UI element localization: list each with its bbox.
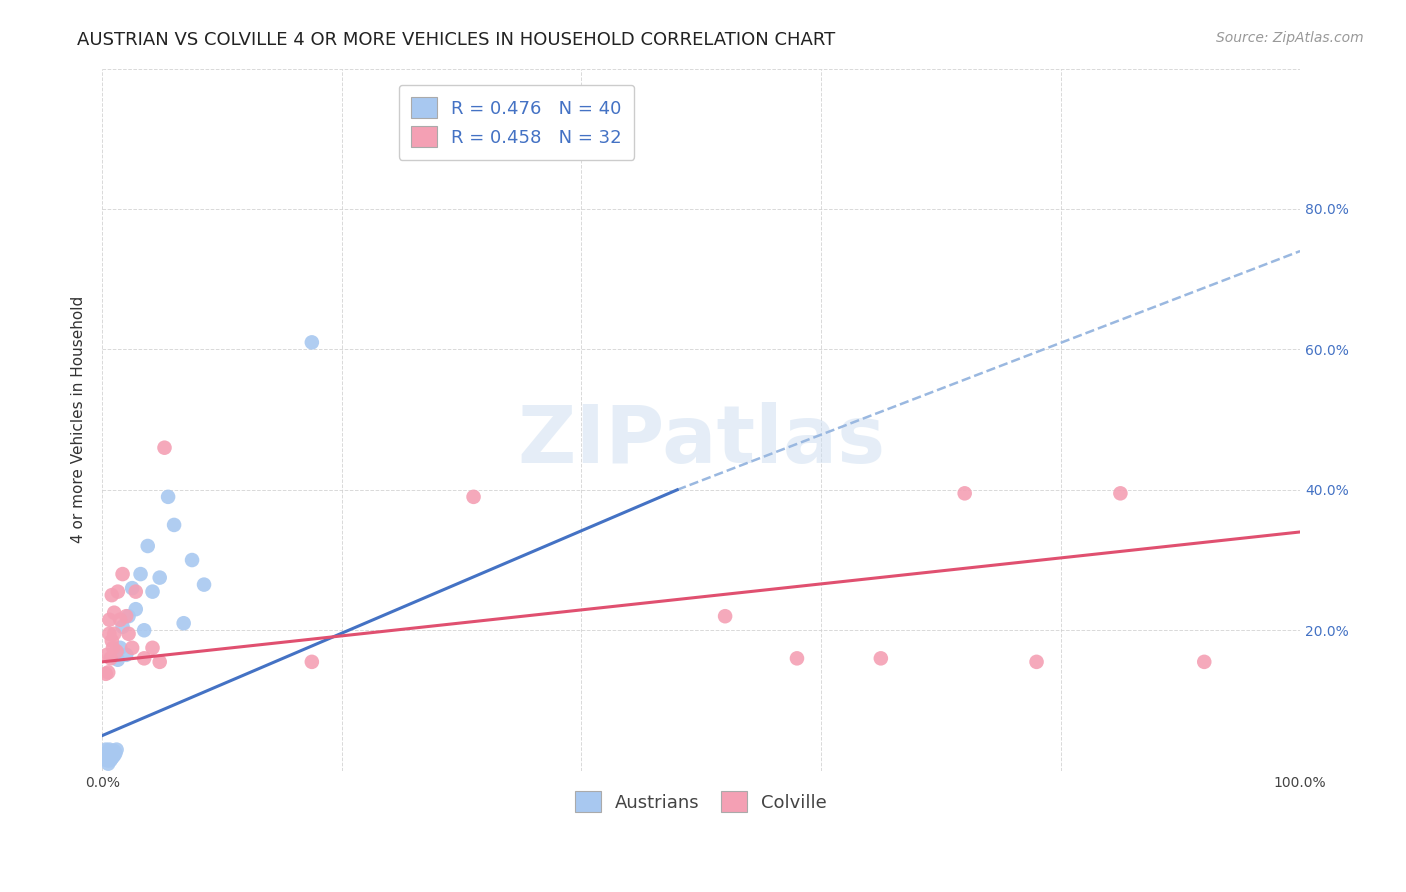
Point — [1194, 655, 1216, 669]
Point — [101, 751, 124, 765]
Point — [149, 655, 172, 669]
Point — [301, 655, 323, 669]
Point — [117, 627, 139, 641]
Point — [149, 571, 172, 585]
Point — [157, 490, 180, 504]
Point — [101, 588, 124, 602]
Text: AUSTRIAN VS COLVILLE 4 OR MORE VEHICLES IN HOUSEHOLD CORRELATION CHART: AUSTRIAN VS COLVILLE 4 OR MORE VEHICLES … — [77, 31, 835, 49]
Point — [786, 651, 808, 665]
Point — [94, 666, 117, 681]
Point — [97, 748, 120, 763]
Text: ZIPatlas: ZIPatlas — [517, 401, 886, 480]
Point — [108, 613, 131, 627]
Point — [173, 616, 195, 631]
Point — [301, 335, 323, 350]
Point — [94, 742, 117, 756]
Point — [96, 753, 118, 767]
Point — [111, 620, 134, 634]
Point — [100, 749, 122, 764]
Point — [463, 490, 485, 504]
Point — [98, 613, 121, 627]
Point — [98, 742, 121, 756]
Point — [105, 644, 128, 658]
Point — [193, 577, 215, 591]
Point — [101, 640, 124, 655]
Point — [100, 753, 122, 767]
Y-axis label: 4 or more Vehicles in Household: 4 or more Vehicles in Household — [72, 296, 86, 543]
Point — [107, 584, 129, 599]
Point — [103, 606, 125, 620]
Point — [98, 751, 121, 765]
Point — [94, 746, 117, 760]
Point — [141, 584, 163, 599]
Point — [96, 746, 118, 760]
Point — [97, 753, 120, 767]
Point — [101, 744, 124, 758]
Point — [125, 584, 148, 599]
Legend: Austrians, Colville: Austrians, Colville — [562, 779, 839, 825]
Point — [103, 744, 125, 758]
Point — [121, 581, 143, 595]
Point — [953, 486, 976, 500]
Point — [97, 665, 120, 680]
Point — [869, 651, 891, 665]
Point — [121, 640, 143, 655]
Point — [181, 553, 204, 567]
Point — [98, 627, 121, 641]
Point — [136, 539, 159, 553]
Point — [163, 517, 186, 532]
Point — [129, 567, 152, 582]
Point — [1109, 486, 1132, 500]
Point — [98, 748, 121, 763]
Point — [105, 742, 128, 756]
Point — [101, 749, 124, 764]
Point — [108, 640, 131, 655]
Point — [104, 746, 127, 760]
Point — [103, 627, 125, 641]
Point — [97, 756, 120, 771]
Point — [101, 746, 124, 760]
Point — [714, 609, 737, 624]
Point — [1025, 655, 1047, 669]
Point — [153, 441, 176, 455]
Point — [96, 648, 118, 662]
Point — [134, 651, 156, 665]
Text: Source: ZipAtlas.com: Source: ZipAtlas.com — [1216, 31, 1364, 45]
Point — [141, 640, 163, 655]
Point — [134, 624, 156, 638]
Point — [111, 567, 134, 582]
Point — [100, 651, 122, 665]
Point — [107, 653, 129, 667]
Point — [103, 748, 125, 763]
Point — [125, 602, 148, 616]
Point — [93, 751, 115, 765]
Point — [117, 609, 139, 624]
Point — [101, 633, 124, 648]
Point — [96, 749, 118, 764]
Point — [115, 648, 138, 662]
Point — [115, 609, 138, 624]
